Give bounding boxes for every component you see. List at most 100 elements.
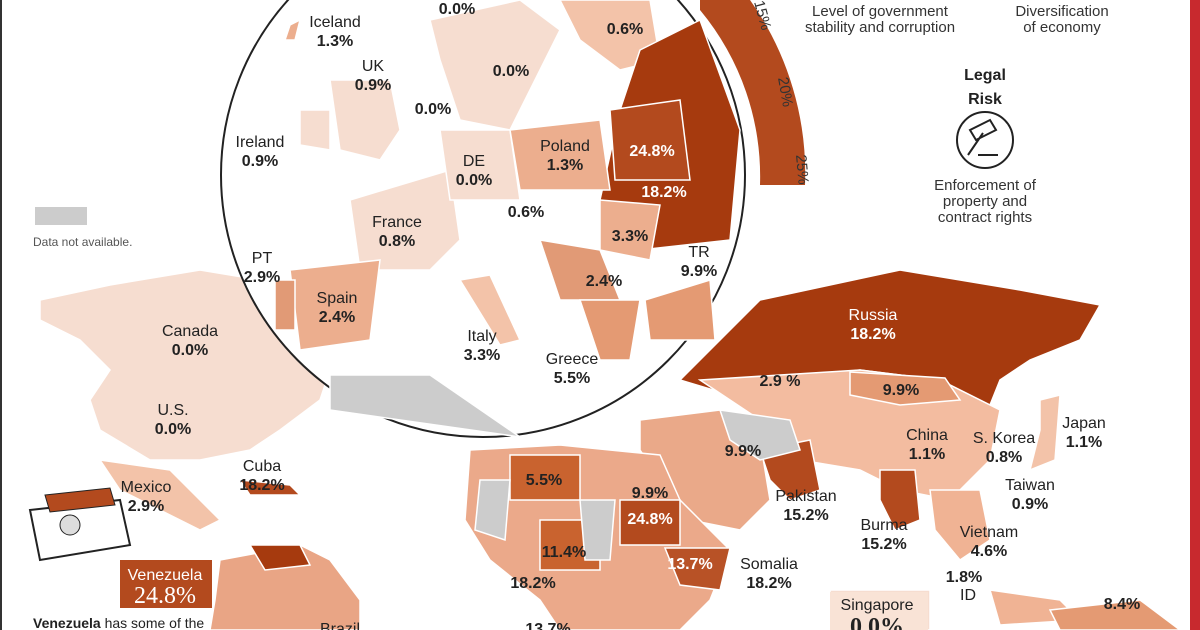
risk-value: 0.9% — [242, 153, 278, 170]
legend-line: Level of government — [812, 3, 949, 20]
scale-band — [700, 0, 806, 185]
place-name: Japan — [1062, 415, 1106, 432]
place-name: Ireland — [236, 134, 285, 151]
place-name: Greece — [546, 351, 599, 368]
risk-value: 4.6% — [971, 543, 1007, 560]
callout-name: Venezuela — [128, 567, 203, 584]
legend-line: contract rights — [938, 209, 1032, 226]
risk-value: 1.3% — [547, 157, 583, 174]
risk-value: 3.3% — [464, 347, 500, 364]
gavel — [967, 118, 998, 156]
risk-value: 0.9% — [355, 77, 391, 94]
risk-value: 1.3% — [317, 33, 353, 50]
risk-value: 5.5% — [554, 370, 590, 387]
place-name: Taiwan — [1005, 477, 1055, 494]
risk-value: 0.0% — [439, 1, 475, 18]
place-name: DE — [463, 153, 485, 170]
place-name: Spain — [317, 290, 358, 307]
legend-text: Diversification of economy — [1015, 3, 1108, 36]
europe-shapes — [274, 0, 741, 438]
legend-line: Enforcement of — [934, 177, 1037, 194]
place-name: S. Korea — [973, 430, 1035, 447]
legend-text: Level of government stability and corrupt… — [805, 3, 955, 36]
callout-box — [830, 592, 928, 630]
risk-value: 13.7% — [667, 556, 712, 573]
risk-value: 9.9% — [725, 443, 761, 460]
risk-value: 3.3% — [612, 228, 648, 245]
note: Venezuela has some of the — [33, 615, 204, 630]
risk-value: 0.0% — [493, 63, 529, 80]
risk-value: 18.2% — [850, 326, 895, 343]
legend-text: Enforcement of property and contract right… — [934, 177, 1037, 226]
no-data-label: Data not available. — [33, 235, 132, 249]
risk-value: 24.8% — [629, 143, 674, 160]
risk-value: 1.8% — [946, 569, 982, 586]
legend-line: Diversification — [1015, 3, 1108, 20]
callout-name: Singapore — [841, 597, 914, 614]
risk-value: 9.9% — [681, 263, 717, 280]
place-name: China — [906, 427, 948, 444]
risk-value: 24.8% — [627, 511, 672, 528]
place-name: Cuba — [243, 458, 281, 475]
place-name: Mexico — [121, 479, 172, 496]
risk-value: 5.5% — [526, 472, 562, 489]
risk-value: 1.1% — [1066, 434, 1102, 451]
legend-line: property and — [943, 193, 1027, 210]
risk-value: 9.9% — [883, 382, 919, 399]
risk-value: 0.9% — [1012, 496, 1048, 513]
place-name: Russia — [849, 307, 898, 324]
callout-value: 0.0% — [850, 614, 904, 630]
legend-line: Legal — [964, 67, 1006, 84]
risk-value: 0.0% — [415, 101, 451, 118]
place-name: PT — [252, 250, 273, 267]
risk-value: 0.0% — [172, 342, 208, 359]
risk-value: 2.9% — [128, 498, 164, 515]
place-name: Italy — [467, 328, 496, 345]
risk-value: 0.8% — [986, 449, 1022, 466]
place-name: Somalia — [740, 556, 798, 573]
place-name: UK — [362, 58, 385, 75]
risk-value: 15.2% — [861, 536, 906, 553]
place-name: U.S. — [157, 402, 188, 419]
place-name: ID — [960, 587, 976, 604]
legend-line: of economy — [1023, 19, 1101, 36]
legend-line: stability and corruption — [805, 19, 955, 36]
legal-icon — [956, 111, 1014, 169]
place-name: Iceland — [309, 14, 361, 31]
risk-value: 0.8% — [379, 233, 415, 250]
place-name: Poland — [540, 138, 590, 155]
world-shapes — [39, 269, 1182, 630]
risk-value: 18.2% — [239, 477, 284, 494]
risk-value: 8.4% — [1104, 596, 1140, 613]
risk-value: 0.6% — [607, 21, 643, 38]
scale-tick: 20% — [774, 76, 796, 109]
place-name: TR — [688, 244, 709, 261]
place-name: Burma — [860, 517, 907, 534]
edge-line — [0, 0, 2, 630]
coin — [59, 514, 81, 536]
edge-strip — [1190, 0, 1200, 630]
place-name: France — [372, 214, 422, 231]
risk-value: 2.9 % — [760, 373, 801, 390]
risk-value: 9.9% — [632, 485, 668, 502]
risk-value: 1.1% — [909, 446, 945, 463]
risk-value: 0.0% — [456, 172, 492, 189]
risk-value: 13.7% — [525, 621, 570, 630]
callout-value: 24.8% — [134, 583, 196, 609]
callout-box — [120, 560, 212, 608]
place-name: Canada — [162, 323, 218, 340]
risk-value: 11.4% — [542, 544, 586, 561]
risk-value: 15.2% — [783, 507, 828, 524]
risk-value: 2.9% — [244, 269, 280, 286]
risk-value: 2.4% — [586, 273, 622, 290]
place-name: Pakistan — [775, 488, 836, 505]
scale-tick: 25% — [792, 154, 812, 185]
risk-value: 0.0% — [155, 421, 191, 438]
place-name: Brazil — [320, 621, 360, 630]
legend-line: Risk — [968, 91, 1002, 108]
wallet-flap — [44, 487, 116, 513]
risk-value: 18.2% — [510, 575, 555, 592]
risk-value: 18.2% — [641, 184, 686, 201]
legend-title: Legal Risk — [964, 67, 1006, 108]
